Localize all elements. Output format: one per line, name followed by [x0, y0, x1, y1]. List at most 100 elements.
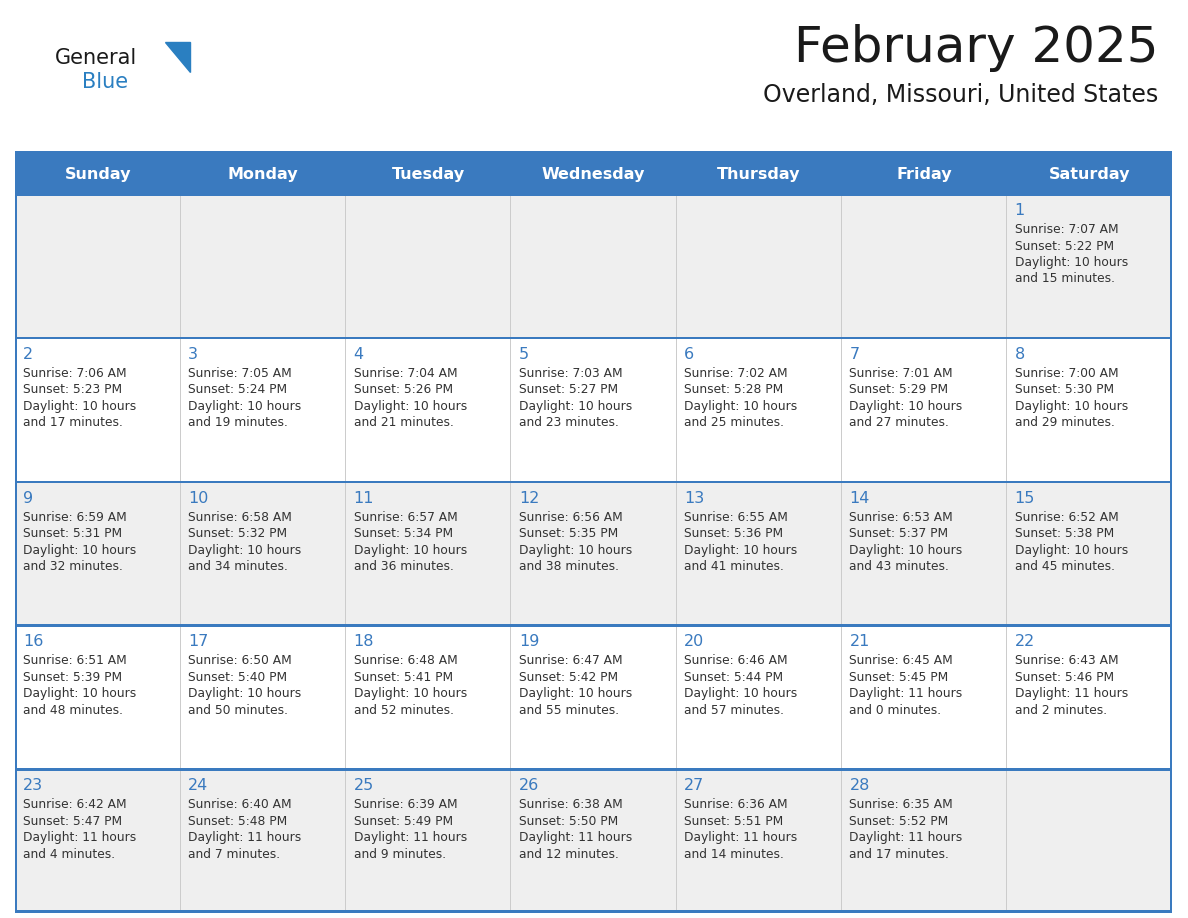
Text: and 41 minutes.: and 41 minutes.	[684, 560, 784, 573]
Text: Sunset: 5:44 PM: Sunset: 5:44 PM	[684, 671, 783, 684]
Text: and 48 minutes.: and 48 minutes.	[23, 704, 124, 717]
Text: Sunrise: 7:03 AM: Sunrise: 7:03 AM	[519, 367, 623, 380]
Text: Sunset: 5:50 PM: Sunset: 5:50 PM	[519, 814, 618, 828]
Text: and 25 minutes.: and 25 minutes.	[684, 416, 784, 430]
Text: Sunset: 5:40 PM: Sunset: 5:40 PM	[188, 671, 287, 684]
Text: Daylight: 10 hours: Daylight: 10 hours	[1015, 543, 1127, 556]
Text: Sunset: 5:37 PM: Sunset: 5:37 PM	[849, 527, 948, 540]
Text: 13: 13	[684, 490, 704, 506]
Text: Daylight: 10 hours: Daylight: 10 hours	[1015, 400, 1127, 413]
Text: Daylight: 10 hours: Daylight: 10 hours	[684, 400, 797, 413]
Text: 7: 7	[849, 347, 860, 362]
Bar	[15, 193, 1173, 196]
Bar	[15, 151, 1173, 155]
Text: Sunset: 5:29 PM: Sunset: 5:29 PM	[849, 384, 948, 397]
Text: Daylight: 10 hours: Daylight: 10 hours	[1015, 256, 1127, 269]
Text: and 43 minutes.: and 43 minutes.	[849, 560, 949, 573]
Text: Sunset: 5:41 PM: Sunset: 5:41 PM	[354, 671, 453, 684]
Text: and 52 minutes.: and 52 minutes.	[354, 704, 454, 717]
Text: and 17 minutes.: and 17 minutes.	[23, 416, 122, 430]
Text: Sunset: 5:23 PM: Sunset: 5:23 PM	[23, 384, 122, 397]
Text: 18: 18	[354, 634, 374, 649]
Text: and 23 minutes.: and 23 minutes.	[519, 416, 619, 430]
Text: 9: 9	[23, 490, 33, 506]
Text: and 32 minutes.: and 32 minutes.	[23, 560, 122, 573]
Text: Sunset: 5:34 PM: Sunset: 5:34 PM	[354, 527, 453, 540]
Text: Daylight: 11 hours: Daylight: 11 hours	[849, 688, 962, 700]
Text: Monday: Monday	[228, 166, 298, 182]
Text: 14: 14	[849, 490, 870, 506]
Text: Daylight: 10 hours: Daylight: 10 hours	[23, 400, 137, 413]
Text: Sunset: 5:38 PM: Sunset: 5:38 PM	[1015, 527, 1114, 540]
Text: and 2 minutes.: and 2 minutes.	[1015, 704, 1107, 717]
Text: and 27 minutes.: and 27 minutes.	[849, 416, 949, 430]
Text: and 9 minutes.: and 9 minutes.	[354, 847, 446, 861]
Text: Sunrise: 6:59 AM: Sunrise: 6:59 AM	[23, 510, 127, 523]
Text: Sunrise: 6:50 AM: Sunrise: 6:50 AM	[188, 655, 292, 667]
Text: 5: 5	[519, 347, 529, 362]
Text: 27: 27	[684, 778, 704, 793]
Text: Sunset: 5:46 PM: Sunset: 5:46 PM	[1015, 671, 1114, 684]
Text: Daylight: 10 hours: Daylight: 10 hours	[354, 400, 467, 413]
Text: Daylight: 10 hours: Daylight: 10 hours	[519, 400, 632, 413]
Bar	[15, 624, 1173, 768]
Bar	[15, 624, 1173, 627]
Text: Sunset: 5:32 PM: Sunset: 5:32 PM	[188, 527, 287, 540]
Text: Sunset: 5:48 PM: Sunset: 5:48 PM	[188, 814, 287, 828]
Text: Thursday: Thursday	[718, 166, 801, 182]
Text: Daylight: 11 hours: Daylight: 11 hours	[519, 831, 632, 845]
Text: and 12 minutes.: and 12 minutes.	[519, 847, 619, 861]
Text: 11: 11	[354, 490, 374, 506]
Text: Sunrise: 6:52 AM: Sunrise: 6:52 AM	[1015, 510, 1118, 523]
Text: Sunrise: 7:02 AM: Sunrise: 7:02 AM	[684, 367, 788, 380]
Text: 2: 2	[23, 347, 33, 362]
Text: 25: 25	[354, 778, 374, 793]
Text: and 19 minutes.: and 19 minutes.	[188, 416, 289, 430]
Text: Daylight: 11 hours: Daylight: 11 hours	[1015, 688, 1127, 700]
Text: 1: 1	[1015, 203, 1025, 218]
Text: Daylight: 10 hours: Daylight: 10 hours	[23, 688, 137, 700]
Text: Sunrise: 7:04 AM: Sunrise: 7:04 AM	[354, 367, 457, 380]
Text: and 34 minutes.: and 34 minutes.	[188, 560, 289, 573]
Text: 23: 23	[23, 778, 43, 793]
Text: Daylight: 10 hours: Daylight: 10 hours	[354, 688, 467, 700]
Text: Sunrise: 6:45 AM: Sunrise: 6:45 AM	[849, 655, 953, 667]
Text: General: General	[55, 48, 138, 68]
Text: Sunset: 5:51 PM: Sunset: 5:51 PM	[684, 814, 783, 828]
Text: and 29 minutes.: and 29 minutes.	[1015, 416, 1114, 430]
Text: Saturday: Saturday	[1049, 166, 1130, 182]
Text: Sunrise: 6:58 AM: Sunrise: 6:58 AM	[188, 510, 292, 523]
Text: Daylight: 11 hours: Daylight: 11 hours	[188, 831, 302, 845]
Text: 24: 24	[188, 778, 209, 793]
Text: Daylight: 10 hours: Daylight: 10 hours	[849, 400, 962, 413]
Text: Sunset: 5:45 PM: Sunset: 5:45 PM	[849, 671, 949, 684]
Bar	[15, 155, 17, 912]
Text: and 57 minutes.: and 57 minutes.	[684, 704, 784, 717]
Text: 17: 17	[188, 634, 209, 649]
Text: Sunrise: 6:42 AM: Sunrise: 6:42 AM	[23, 798, 127, 812]
Text: Sunset: 5:31 PM: Sunset: 5:31 PM	[23, 527, 122, 540]
Text: 20: 20	[684, 634, 704, 649]
Text: Sunrise: 6:55 AM: Sunrise: 6:55 AM	[684, 510, 788, 523]
Text: Sunrise: 6:56 AM: Sunrise: 6:56 AM	[519, 510, 623, 523]
Text: 21: 21	[849, 634, 870, 649]
Text: Daylight: 10 hours: Daylight: 10 hours	[188, 400, 302, 413]
Text: Sunrise: 6:35 AM: Sunrise: 6:35 AM	[849, 798, 953, 812]
Text: Sunrise: 6:40 AM: Sunrise: 6:40 AM	[188, 798, 292, 812]
Text: and 45 minutes.: and 45 minutes.	[1015, 560, 1114, 573]
Bar	[15, 768, 1173, 912]
Text: Overland, Missouri, United States: Overland, Missouri, United States	[763, 83, 1158, 107]
Text: Wednesday: Wednesday	[542, 166, 645, 182]
Text: Daylight: 11 hours: Daylight: 11 hours	[354, 831, 467, 845]
Text: Sunset: 5:30 PM: Sunset: 5:30 PM	[1015, 384, 1114, 397]
Text: Sunrise: 6:51 AM: Sunrise: 6:51 AM	[23, 655, 127, 667]
Text: Sunset: 5:28 PM: Sunset: 5:28 PM	[684, 384, 783, 397]
Text: Daylight: 10 hours: Daylight: 10 hours	[519, 688, 632, 700]
Bar	[15, 337, 1173, 481]
Text: Tuesday: Tuesday	[392, 166, 465, 182]
Bar	[15, 193, 1173, 337]
Text: and 14 minutes.: and 14 minutes.	[684, 847, 784, 861]
Text: 19: 19	[519, 634, 539, 649]
Text: Sunrise: 7:01 AM: Sunrise: 7:01 AM	[849, 367, 953, 380]
Text: and 55 minutes.: and 55 minutes.	[519, 704, 619, 717]
